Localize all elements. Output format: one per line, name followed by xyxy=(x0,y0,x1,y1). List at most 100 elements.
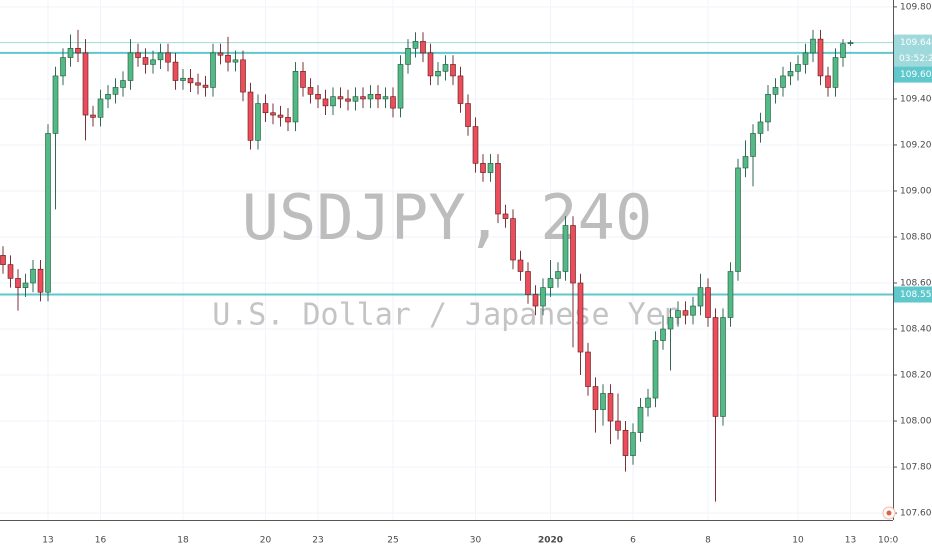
candle-body xyxy=(525,271,531,295)
candle-body xyxy=(735,167,741,272)
candle-body xyxy=(37,268,44,293)
candle-body xyxy=(555,271,561,279)
candle-body xyxy=(187,77,194,84)
candle-body xyxy=(127,52,134,81)
candle-body xyxy=(300,71,306,88)
candle-body xyxy=(60,57,66,77)
candle-body xyxy=(45,133,51,293)
candle-body xyxy=(712,317,719,417)
candle-body xyxy=(0,255,6,265)
candle-body xyxy=(7,264,14,279)
candle-body xyxy=(330,96,336,107)
candle-body xyxy=(97,98,104,118)
candle-body xyxy=(345,98,351,102)
y-tick-label: 107.600 xyxy=(900,509,932,519)
candle-body xyxy=(637,406,644,433)
candle-body xyxy=(52,75,59,134)
y-tick-label: 108.600 xyxy=(900,279,932,289)
candle-body xyxy=(517,259,524,272)
x-tick-label: 18 xyxy=(177,536,189,546)
y-tick-label: 108.400 xyxy=(900,325,932,335)
candle-body xyxy=(802,52,809,65)
candle-body xyxy=(210,52,216,88)
watermark-description: U.S. Dollar / Japanese Yen xyxy=(212,298,682,333)
candle-body xyxy=(592,386,599,410)
candle-body xyxy=(495,163,501,215)
candle-body xyxy=(562,225,569,272)
candle-body xyxy=(262,103,269,114)
candle-body xyxy=(172,61,179,81)
price-label: 108.550 xyxy=(900,290,932,300)
candle-body xyxy=(67,48,74,58)
x-tick-label: 23 xyxy=(312,536,323,546)
candle-body xyxy=(765,94,771,123)
candle-body xyxy=(405,48,411,65)
candle-body xyxy=(780,75,786,88)
y-tick-label: 109.800 xyxy=(900,2,932,12)
y-tick-label: 109.000 xyxy=(900,186,932,196)
y-tick-label: 108.200 xyxy=(900,371,932,381)
candle-body xyxy=(285,117,291,123)
candle-body xyxy=(667,317,674,330)
candle-body xyxy=(277,114,284,118)
candle-body xyxy=(75,48,81,54)
candle-body xyxy=(615,420,621,431)
candle-body xyxy=(352,96,359,102)
candle-body xyxy=(622,429,629,456)
candle-body xyxy=(367,94,374,100)
candle-body xyxy=(442,64,449,72)
candle-body xyxy=(247,91,254,141)
candle-body xyxy=(840,43,846,58)
candle-body xyxy=(607,393,614,422)
candle-body xyxy=(397,64,404,109)
candle-body xyxy=(645,397,651,408)
candle-body xyxy=(682,310,689,316)
candle-body xyxy=(150,59,156,65)
candle-body xyxy=(502,213,509,219)
candle-body xyxy=(180,77,186,81)
candle-body xyxy=(157,52,164,61)
candle-body xyxy=(630,432,636,456)
price-label: 109.600 xyxy=(900,70,932,80)
y-tick-label: 108.800 xyxy=(900,232,932,242)
candle-body xyxy=(532,294,539,307)
candle-body xyxy=(270,112,276,116)
candle-body xyxy=(292,71,299,123)
y-tick-label: 108.000 xyxy=(900,417,932,427)
watermark-symbol: USDJPY, 240 xyxy=(242,181,653,254)
candle-body xyxy=(15,278,21,288)
candle-body xyxy=(480,163,486,173)
candle-body xyxy=(585,351,591,387)
candle-body xyxy=(600,393,606,410)
candle-body xyxy=(465,103,471,127)
y-tick-label: 109.200 xyxy=(900,140,932,150)
x-tick-label: 8 xyxy=(705,536,711,546)
x-tick-label: 6 xyxy=(630,536,636,546)
candle-body xyxy=(540,287,546,307)
candle-body xyxy=(772,87,779,95)
candle-body xyxy=(135,52,141,58)
candle-body xyxy=(105,94,111,100)
price-lines xyxy=(0,42,893,296)
candle-body xyxy=(307,87,314,95)
candle-body xyxy=(165,52,171,63)
candle-body xyxy=(570,225,576,284)
candle-body xyxy=(660,328,666,341)
candle-body xyxy=(757,121,764,134)
candle-body xyxy=(90,114,96,118)
candle-body xyxy=(202,84,209,88)
candle-body xyxy=(142,57,149,65)
x-tick-label: 20 xyxy=(260,536,272,546)
candle-body xyxy=(457,75,464,104)
y-tick-label: 107.800 xyxy=(900,463,932,473)
y-tick-label: 109.400 xyxy=(900,94,932,104)
candle-body xyxy=(195,82,201,86)
price-label-box xyxy=(894,286,932,303)
replay-dot-center xyxy=(886,510,892,516)
candle-body xyxy=(315,94,321,100)
candle-body xyxy=(795,64,801,72)
candle-body xyxy=(825,75,831,88)
candle-body xyxy=(652,340,659,399)
countdown-label: 03:52:27 xyxy=(899,54,932,64)
